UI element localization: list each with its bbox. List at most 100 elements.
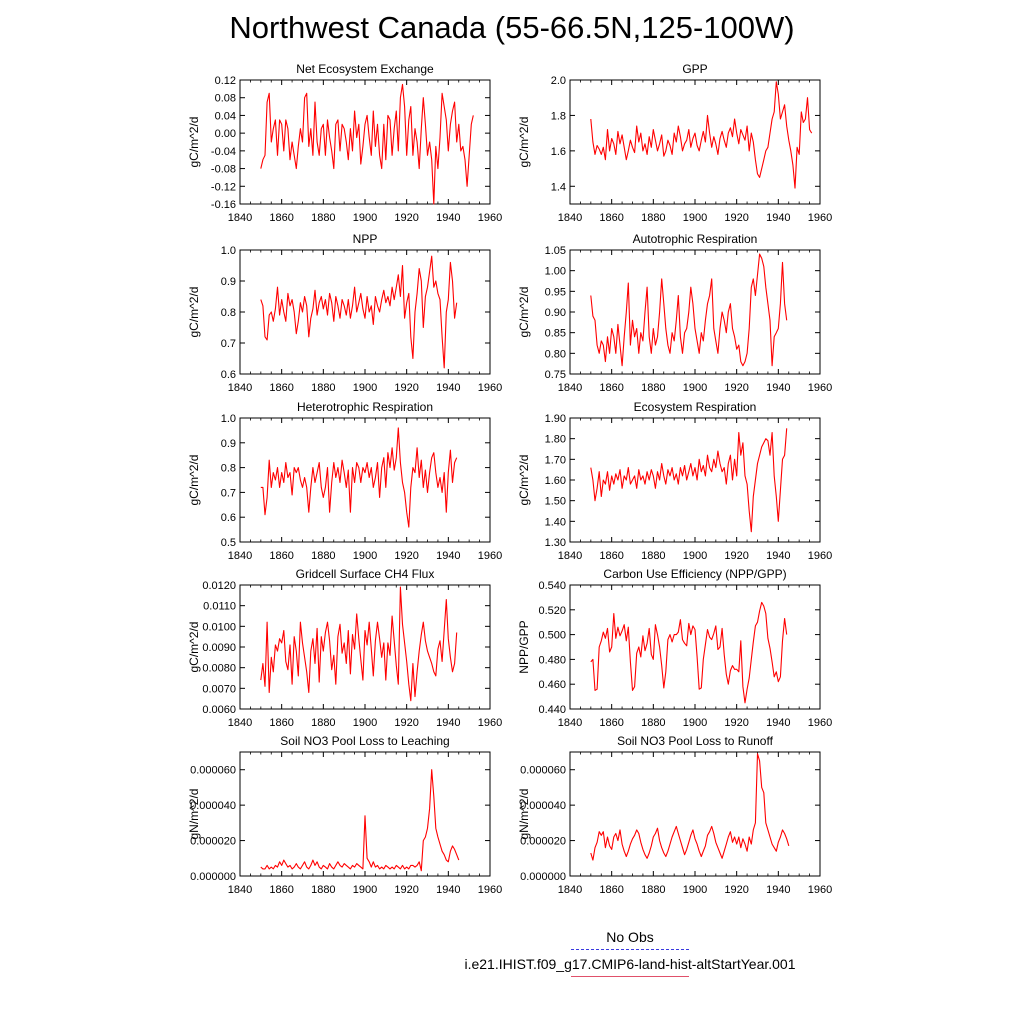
- x-tick-label: 1840: [558, 382, 582, 394]
- x-tick-label: 1840: [228, 884, 252, 896]
- y-tick-label: 1.80: [545, 434, 566, 446]
- legend-label-model: i.e21.IHIST.f09_g17.CMIP6-land-hist-altS…: [464, 956, 796, 972]
- y-tick-label: 0.00: [215, 128, 236, 140]
- chart-title: Soil NO3 Pool Loss to Runoff: [617, 734, 774, 748]
- x-tick-label: 1940: [766, 884, 790, 896]
- x-tick-label: 1960: [478, 717, 502, 729]
- x-tick-label: 1960: [808, 884, 832, 896]
- x-tick-label: 1840: [228, 212, 252, 224]
- y-axis-label: gC/m^2/d: [187, 622, 201, 673]
- y-tick-label: 0.460: [538, 679, 566, 691]
- y-tick-label: 0.80: [545, 348, 566, 360]
- x-tick-label: 1960: [808, 717, 832, 729]
- series-line: [590, 428, 788, 533]
- y-tick-label: 1.6: [551, 146, 566, 158]
- x-tick-label: 1860: [269, 717, 293, 729]
- x-tick-label: 1860: [269, 212, 293, 224]
- plot-frame: [569, 79, 821, 205]
- x-tick-label: 1960: [478, 884, 502, 896]
- chart-panel: Net Ecosystem Exchange gC/m^2/d 1840 1860 18…: [187, 62, 502, 224]
- chart-panel: Ecosystem Respiration gC/m^2/d 1840 1860 188…: [517, 400, 832, 562]
- x-tick-label: 1880: [641, 212, 665, 224]
- y-tick-label: 1.40: [545, 516, 566, 528]
- x-tick-label: 1920: [724, 212, 748, 224]
- x-tick-label: 1940: [766, 717, 790, 729]
- y-tick-label: 1.50: [545, 496, 566, 508]
- y-tick-label: 0.04: [215, 110, 236, 122]
- y-tick-label: 0.85: [545, 328, 566, 340]
- x-tick-label: 1900: [683, 550, 707, 562]
- x-tick-label: 1840: [558, 550, 582, 562]
- x-tick-label: 1860: [599, 717, 623, 729]
- y-tick-label: 0.12: [215, 75, 236, 87]
- series-line: [590, 81, 813, 189]
- y-axis-label: gC/m^2/d: [187, 455, 201, 506]
- y-tick-label: 0.0060: [202, 704, 236, 716]
- y-tick-label: 1.00: [545, 266, 566, 278]
- y-axis-label: gC/m^2/d: [187, 117, 201, 168]
- y-tick-label: 0.5: [221, 537, 236, 549]
- y-axis-label: gC/m^2/d: [517, 455, 531, 506]
- x-tick-label: 1900: [353, 382, 377, 394]
- series-line: [260, 255, 458, 369]
- y-tick-label: 0.0110: [203, 601, 236, 613]
- legend-line-model: [571, 976, 689, 977]
- y-tick-label: 0.500: [538, 630, 566, 642]
- y-tick-label: -0.16: [211, 199, 236, 211]
- plot-frame: [239, 249, 491, 375]
- plot-frame: [239, 79, 491, 205]
- chart-title: Net Ecosystem Exchange: [296, 62, 434, 76]
- y-tick-label: 1.70: [545, 454, 566, 466]
- y-tick-label: 0.0090: [202, 642, 236, 654]
- x-tick-label: 1940: [436, 550, 460, 562]
- y-axis-label: gC/m^2/d: [187, 287, 201, 338]
- y-tick-label: 0.90: [545, 307, 566, 319]
- x-tick-label: 1900: [683, 884, 707, 896]
- plot-frame: [239, 751, 491, 877]
- page-title: Northwest Canada (55-66.5N,125-100W): [229, 10, 795, 45]
- chart-panel: NPP gC/m^2/d 1840 1860 1880 1900 1920 1940 1960 0…: [187, 232, 502, 394]
- y-axis-label: gN/m^2/d: [517, 789, 531, 840]
- plot-frame: [239, 584, 491, 710]
- y-tick-label: 2.0: [551, 75, 566, 87]
- y-tick-label: 1.05: [545, 245, 566, 257]
- x-tick-label: 1940: [436, 382, 460, 394]
- y-tick-label: 0.000060: [520, 765, 566, 777]
- y-axis-label: NPP/GPP: [517, 620, 531, 673]
- chart-panel: Gridcell Surface CH4 Flux gC/m^2/d 1840 186…: [187, 567, 502, 729]
- y-tick-label: 0.7: [221, 487, 236, 499]
- y-tick-label: 0.480: [538, 654, 566, 666]
- y-tick-label: 0.0120: [202, 580, 236, 592]
- y-tick-label: 1.90: [545, 413, 566, 425]
- chart-title: Carbon Use Efficiency (NPP/GPP): [603, 567, 786, 581]
- legend-label-obs: No Obs: [606, 929, 654, 945]
- chart-panel: Soil NO3 Pool Loss to Leaching gN/m^2/d 18…: [187, 734, 502, 896]
- x-tick-label: 1840: [558, 212, 582, 224]
- x-tick-label: 1880: [641, 884, 665, 896]
- x-tick-label: 1940: [766, 550, 790, 562]
- x-tick-label: 1940: [436, 884, 460, 896]
- x-tick-label: 1860: [269, 884, 293, 896]
- y-tick-label: -0.08: [211, 164, 236, 176]
- x-tick-label: 1920: [394, 212, 418, 224]
- y-tick-label: 0.000040: [190, 800, 236, 812]
- chart-panel: Autotrophic Respiration gC/m^2/d 1840 1860 1…: [517, 232, 832, 394]
- y-tick-label: -0.04: [211, 146, 236, 158]
- x-tick-label: 1880: [311, 550, 335, 562]
- x-tick-label: 1880: [641, 717, 665, 729]
- x-tick-label: 1880: [311, 382, 335, 394]
- legend-line-obs: [571, 949, 689, 950]
- y-tick-label: 0.75: [545, 369, 566, 381]
- x-tick-label: 1900: [683, 212, 707, 224]
- y-tick-label: 1.0: [221, 245, 236, 257]
- y-tick-label: 1.8: [551, 110, 566, 122]
- x-tick-label: 1880: [311, 212, 335, 224]
- y-tick-label: 1.30: [545, 537, 566, 549]
- x-tick-label: 1920: [394, 884, 418, 896]
- y-tick-label: 0.0080: [202, 663, 236, 675]
- x-tick-label: 1880: [641, 382, 665, 394]
- x-tick-label: 1940: [766, 212, 790, 224]
- x-tick-label: 1840: [558, 884, 582, 896]
- y-tick-label: 0.0070: [202, 683, 236, 695]
